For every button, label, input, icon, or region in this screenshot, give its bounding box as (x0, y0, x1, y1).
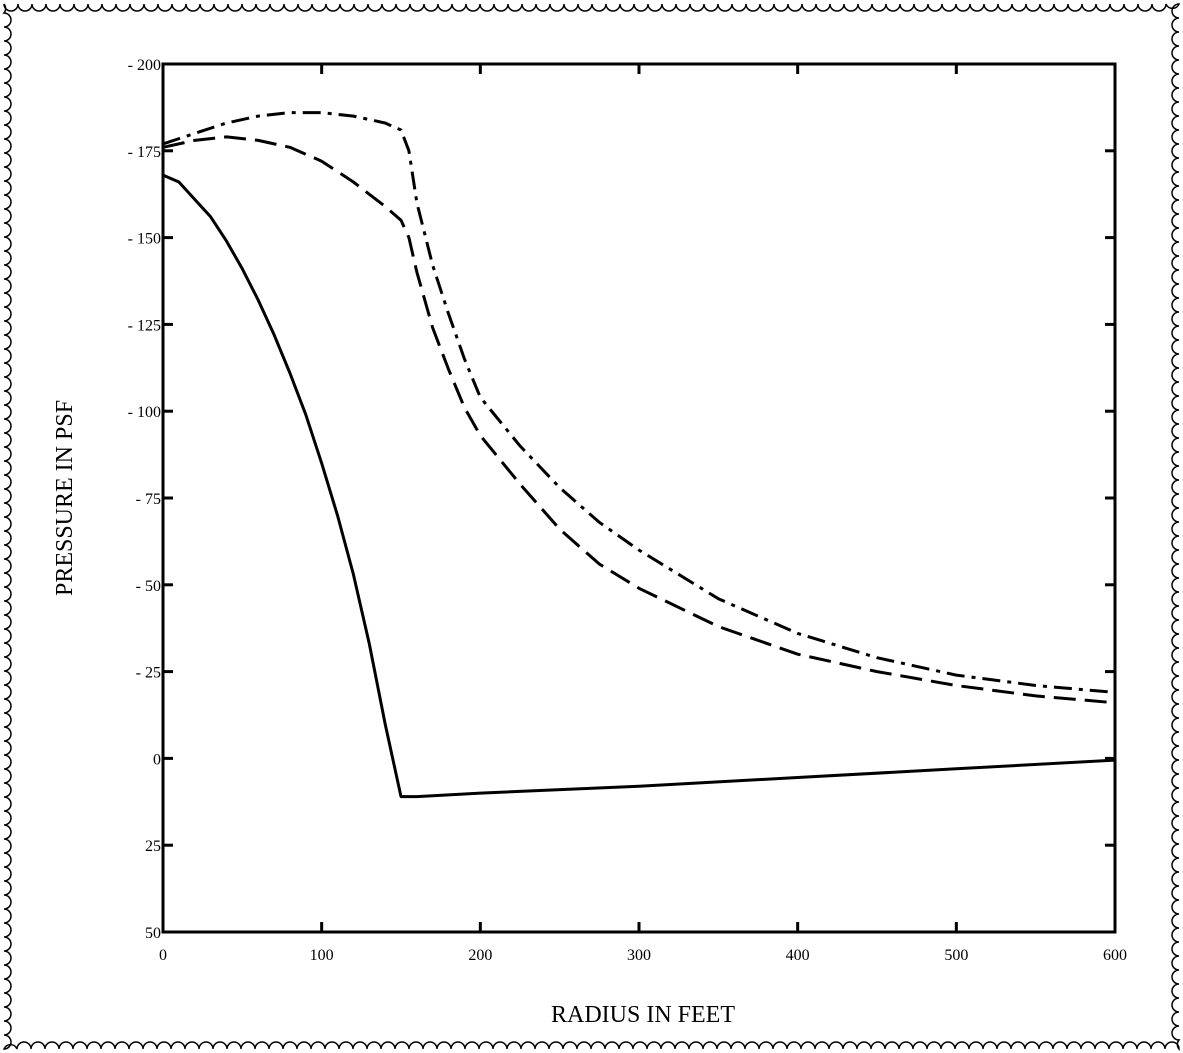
x-tick-label: 100 (310, 947, 334, 964)
y-tick-label: - 175 (128, 144, 161, 161)
axis-ticks (161, 62, 1117, 934)
x-tick-label: 300 (627, 947, 651, 964)
series-layer (162, 111, 1116, 799)
y-tick-labels: - 200 - 175 - 150 - 125 - 100 - 75 - 50 - 25 0 25… (128, 57, 161, 942)
y-tick-label: - 100 (128, 404, 161, 421)
y-tick-label: 25 (145, 838, 161, 855)
x-tick-label: 200 (468, 947, 492, 964)
x-tick-label: 0 (159, 947, 167, 964)
series-line-dash-dot (162, 111, 1116, 694)
x-tick-labels: 0 100 200 300 400 500 600 (159, 947, 1127, 964)
x-tick-label: 500 (944, 947, 968, 964)
y-tick-label: - 125 (128, 317, 161, 334)
y-axis-title: PRESSURE IN PSF (52, 400, 78, 596)
series-line-solid (162, 173, 1116, 799)
y-tick-label: - 50 (136, 578, 161, 595)
x-axis-title: RADIUS IN FEET (551, 1002, 735, 1028)
figure-border (2, 3, 1181, 1052)
y-tick-label: 0 (153, 751, 161, 768)
y-tick-label: 50 (145, 925, 161, 942)
y-tick-label: - 200 (128, 57, 161, 74)
y-tick-label: - 150 (128, 231, 161, 248)
scalloped-border (2, 3, 1181, 1052)
series-line-dashed (162, 135, 1116, 705)
x-tick-label: 600 (1103, 947, 1127, 964)
y-tick-label: - 75 (136, 491, 161, 508)
plot-frame (161, 62, 1117, 934)
x-tick-label: 400 (786, 947, 810, 964)
y-tick-label: - 25 (136, 665, 161, 682)
